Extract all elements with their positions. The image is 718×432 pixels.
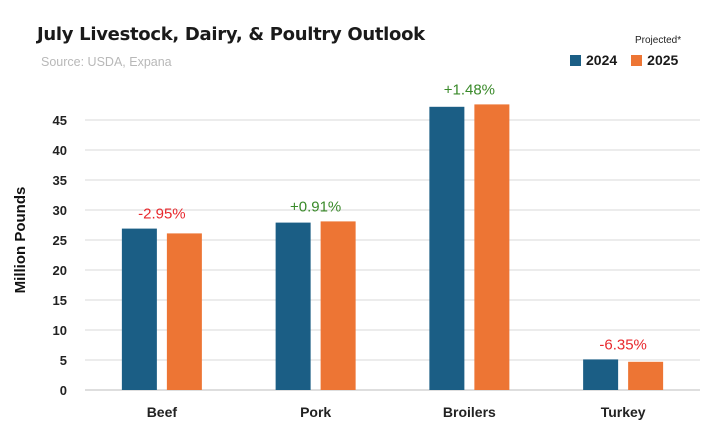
legend-item-2024: 2024: [570, 52, 617, 68]
bar-broilers-2024: [429, 106, 465, 391]
chart-subtitle: Source: USDA, Expana: [41, 55, 172, 69]
legend-label-2024: 2024: [586, 52, 618, 68]
x-tick-label: Beef: [147, 404, 178, 420]
legend-swatch-2024: [570, 54, 581, 66]
y-tick-label: 0: [60, 383, 67, 398]
bar-turkey-2024: [583, 359, 619, 390]
bar-beef-2025: [166, 233, 202, 390]
annotation-label: -2.95%: [138, 206, 186, 223]
y-tick-label: 45: [53, 113, 67, 128]
legend: 2024 2025: [570, 52, 678, 68]
bar-pork-2025: [320, 221, 356, 390]
annotation-label: +0.91%: [290, 198, 341, 215]
legend-note: Projected*: [635, 35, 682, 46]
legend-item-2025: 2025: [631, 52, 678, 68]
annotation-label: +1.48%: [444, 81, 495, 98]
bar-pork-2024: [275, 222, 311, 390]
y-tick-label: 5: [60, 353, 67, 368]
bar-turkey-2025: [628, 361, 664, 390]
y-tick-label: 20: [53, 263, 67, 278]
legend-swatch-2025: [631, 54, 643, 66]
x-tick-label: Pork: [300, 404, 331, 420]
y-tick-label: 35: [53, 173, 67, 188]
x-tick-label: Broilers: [443, 404, 496, 420]
y-tick-label: 30: [53, 203, 67, 218]
x-tick-label: Turkey: [601, 404, 646, 420]
bar-broilers-2025: [474, 104, 510, 391]
y-tick-label: 25: [53, 233, 67, 248]
annotation-label: -6.35%: [599, 336, 647, 353]
y-tick-label: 40: [53, 143, 67, 158]
y-tick-label: 10: [53, 323, 67, 338]
legend-label-2025: 2025: [647, 52, 679, 68]
chart-title: July Livestock, Dairy, & Poultry Outlook: [37, 24, 425, 45]
y-tick-label: 15: [53, 293, 67, 308]
bar-beef-2024: [121, 228, 157, 390]
